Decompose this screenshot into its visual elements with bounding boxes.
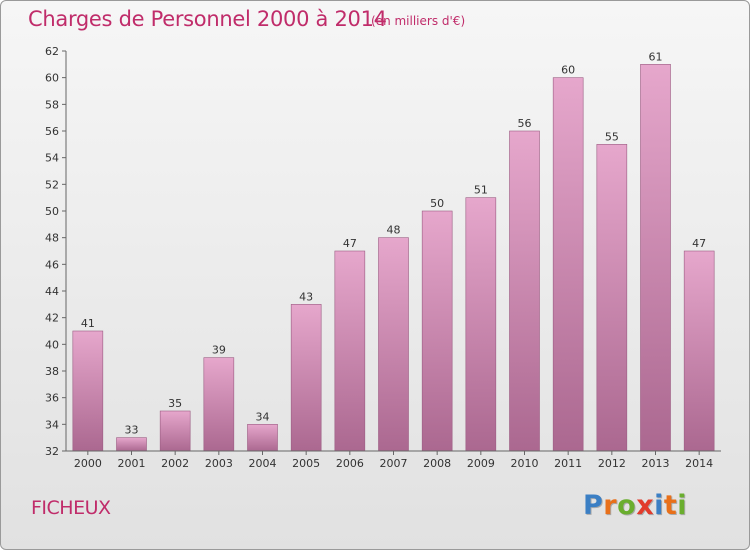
x-tick-label: 2010 xyxy=(511,457,539,470)
logo-letter: t xyxy=(663,490,678,521)
data-label: 50 xyxy=(430,197,444,210)
y-tick-label: 34 xyxy=(45,418,59,431)
x-tick-label: 2003 xyxy=(205,457,233,470)
y-tick-label: 62 xyxy=(45,45,59,58)
x-tick-label: 2014 xyxy=(685,457,713,470)
x-tick-label: 2006 xyxy=(336,457,364,470)
y-tick-label: 60 xyxy=(45,72,59,85)
bar-2007 xyxy=(378,237,409,452)
chart-title: Charges de Personnel 2000 à 2014 xyxy=(28,7,387,31)
bar-2012 xyxy=(596,144,628,452)
data-label: 39 xyxy=(212,344,226,357)
logo-letter: i xyxy=(677,490,688,521)
data-label: 47 xyxy=(343,237,357,250)
data-label: 43 xyxy=(299,290,313,303)
data-label: 48 xyxy=(387,224,401,237)
data-label: 33 xyxy=(125,424,139,437)
y-tick-label: 38 xyxy=(45,365,59,378)
bar-2010 xyxy=(509,130,540,452)
y-tick-label: 36 xyxy=(45,392,59,405)
data-label: 34 xyxy=(256,410,270,423)
bar-2011 xyxy=(552,77,584,452)
bar-2004 xyxy=(247,424,278,452)
y-tick-label: 52 xyxy=(45,178,59,191)
data-label: 61 xyxy=(649,50,663,63)
bar-2014 xyxy=(683,250,715,452)
bar-2009 xyxy=(465,197,497,452)
y-tick-label: 32 xyxy=(45,445,59,458)
y-tick-label: 40 xyxy=(45,338,59,351)
x-axis: 2000 2001 2002 2003 2004 2005 2006 2007 2008 2009… xyxy=(66,450,721,470)
bar-2013 xyxy=(640,64,671,452)
x-tick-label: 2004 xyxy=(249,457,277,470)
data-label: 41 xyxy=(81,317,95,330)
bar-2006 xyxy=(334,250,366,452)
data-label: 51 xyxy=(474,184,488,197)
data-label: 35 xyxy=(168,397,182,410)
x-tick-label: 2009 xyxy=(467,457,495,470)
x-tick-label: 2002 xyxy=(161,457,189,470)
bar-2003 xyxy=(203,357,235,452)
proxiti-logo: Proxiti xyxy=(583,490,687,521)
data-label: 56 xyxy=(518,117,532,130)
y-tick-label: 56 xyxy=(45,125,59,138)
x-tick-label: 2008 xyxy=(423,457,451,470)
y-tick-label: 58 xyxy=(45,98,59,111)
logo-letter: r xyxy=(603,490,618,521)
y-tick-label: 42 xyxy=(45,312,59,325)
bar-2000 xyxy=(72,330,104,452)
commune-name: FICHEUX xyxy=(31,497,111,519)
x-tick-label: 2005 xyxy=(292,457,320,470)
x-tick-label: 2012 xyxy=(598,457,626,470)
bars: 41 33 35 39 34 43 47 48 50 51 56 60 55 61 47 xyxy=(72,50,715,452)
x-tick-label: 2001 xyxy=(118,457,146,470)
y-tick-label: 48 xyxy=(45,232,59,245)
y-tick-label: 50 xyxy=(45,205,59,218)
logo-letter: o xyxy=(617,490,637,521)
y-tick-label: 46 xyxy=(45,258,59,271)
data-label: 47 xyxy=(692,237,706,250)
y-tick-label: 44 xyxy=(45,285,59,298)
bar-2008 xyxy=(421,210,453,452)
bar-2001 xyxy=(116,437,147,452)
logo-letter: P xyxy=(583,490,604,521)
y-tick-label: 54 xyxy=(45,152,59,165)
x-tick-label: 2011 xyxy=(554,457,582,470)
x-tick-label: 2007 xyxy=(380,457,408,470)
x-tick-label: 2013 xyxy=(642,457,670,470)
logo-letter: x xyxy=(636,490,655,521)
unit-note: (en milliers d'€) xyxy=(371,14,466,28)
y-axis: 32 34 36 38 40 42 44 46 48 50 52 54 56 58 60 62 xyxy=(45,45,67,458)
bar-2005 xyxy=(290,304,322,452)
data-label: 60 xyxy=(561,64,575,77)
logo-letter: i xyxy=(654,490,664,521)
bar-2002 xyxy=(159,410,191,452)
data-label: 55 xyxy=(605,130,619,143)
x-tick-label: 2000 xyxy=(74,457,102,470)
